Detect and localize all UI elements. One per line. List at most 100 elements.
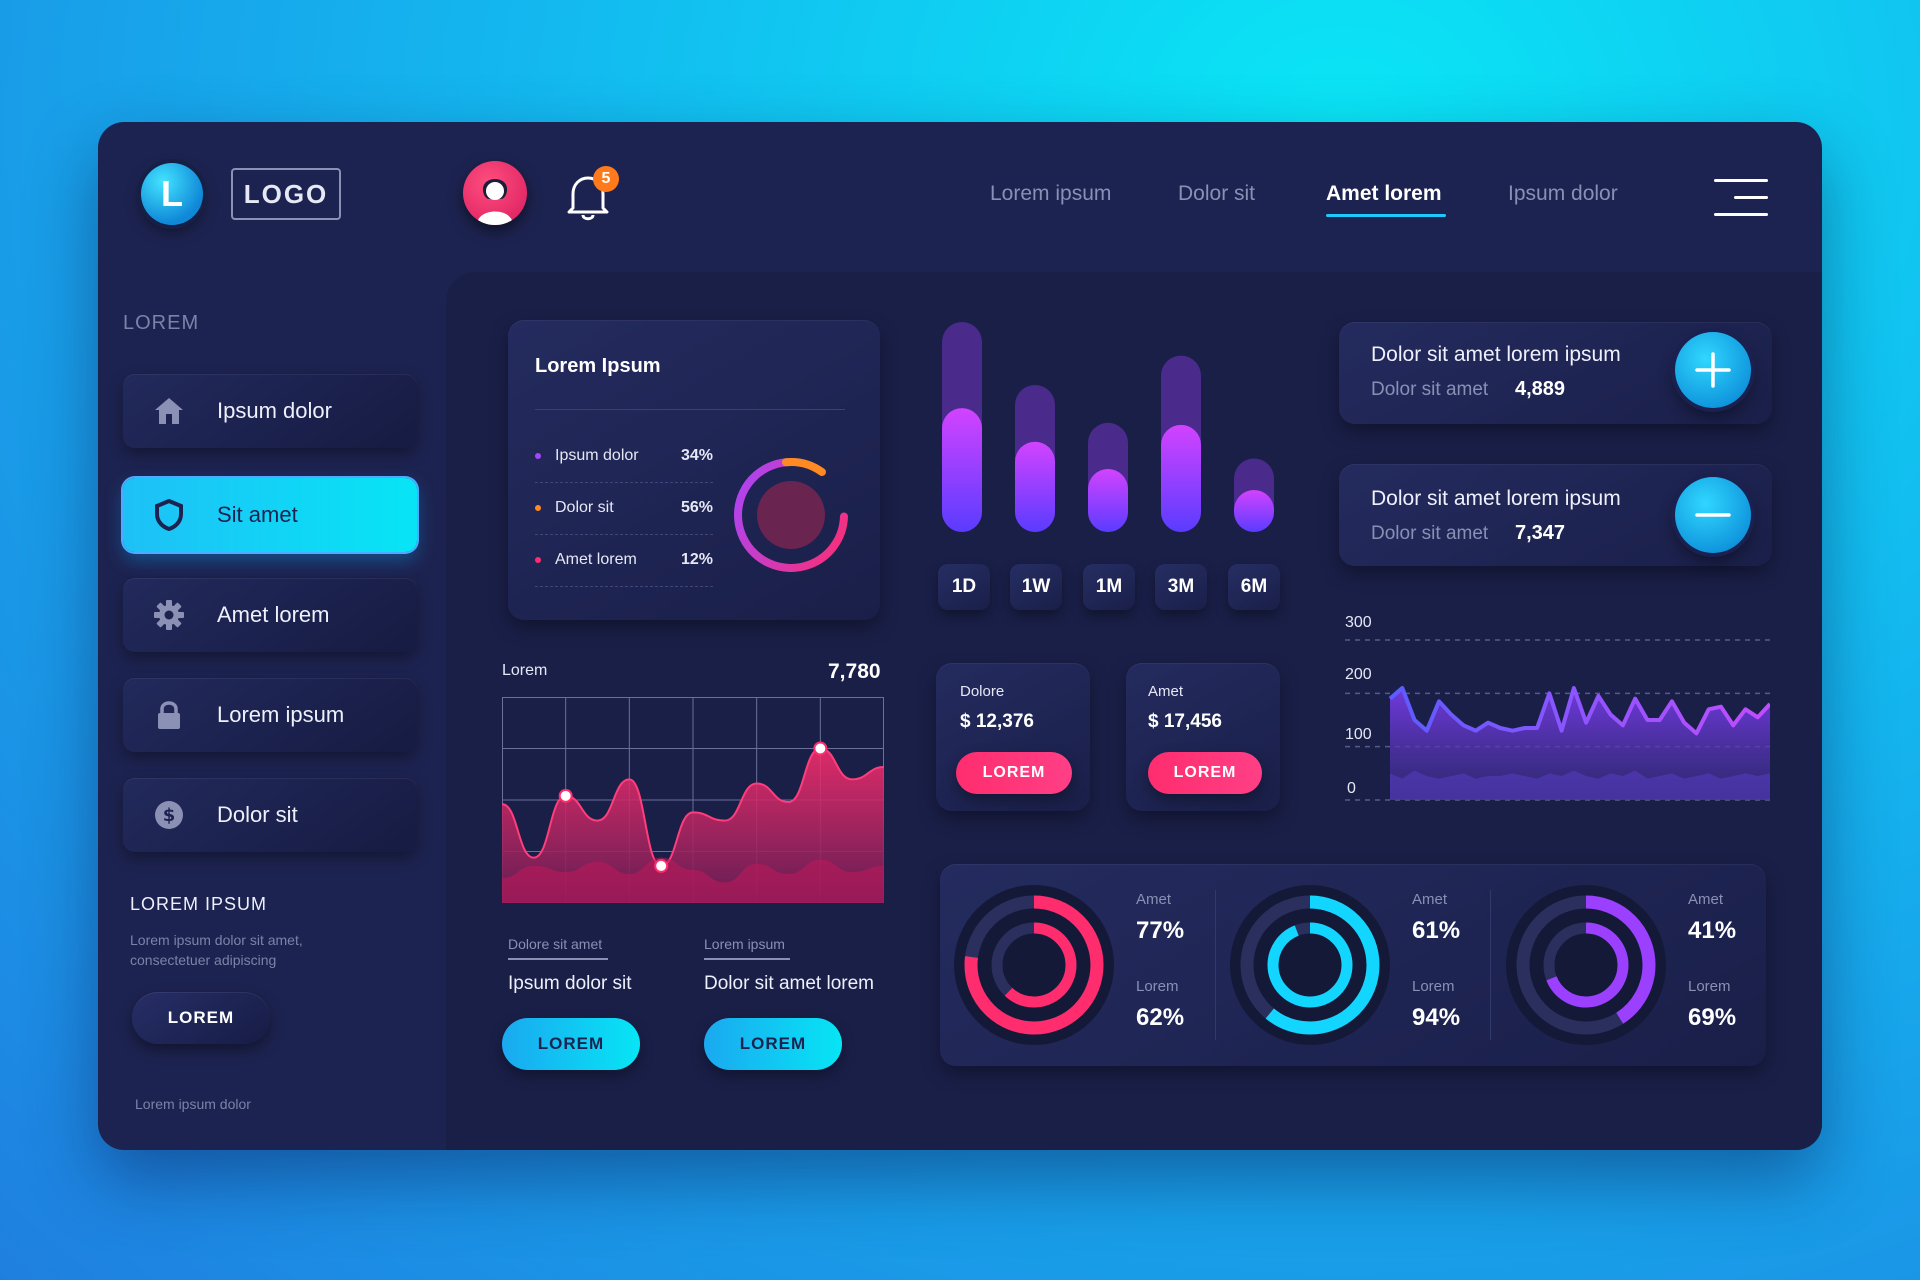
range-6m-button[interactable]: 6M <box>1228 564 1280 610</box>
legend-value: 34% <box>680 447 713 464</box>
sidebar-cta-title: LOREM IPSUM <box>130 894 268 914</box>
donut-label: Amet <box>1688 891 1724 908</box>
logo[interactable]: LOGO <box>231 168 341 220</box>
minus-icon <box>1695 513 1731 517</box>
area-point[interactable] <box>813 741 828 756</box>
bar <box>1234 490 1274 532</box>
area-chart <box>502 697 884 903</box>
donut-label: Lorem <box>1136 978 1179 995</box>
sidebar-item-dolor-sit[interactable]: $ Dolor sit <box>123 778 417 852</box>
donut-arc-outer <box>1516 895 1656 1035</box>
money-card-label: Amet <box>1148 683 1184 700</box>
line-area-secondary <box>1390 770 1770 800</box>
stat-card-title: Dolor sit amet lorem ipsum <box>1371 487 1621 510</box>
legend-divider <box>535 482 713 483</box>
donut-arc-outer <box>964 895 1104 1035</box>
distribution-ring-chart <box>734 458 848 572</box>
logo-badge[interactable]: L <box>141 163 203 225</box>
nav-link-3[interactable]: Amet lorem <box>1326 182 1442 205</box>
area-series-secondary <box>502 857 884 903</box>
nav-link-2[interactable]: Dolor sit <box>1178 182 1256 205</box>
lock-icon <box>151 699 187 731</box>
sidebar-item-ipsum-dolor[interactable]: Ipsum dolor <box>123 374 417 448</box>
sidebar-cta-description: Lorem ipsum dolor sit amet, consectetuer… <box>130 932 303 968</box>
bar <box>1161 424 1201 532</box>
area-left-text: Ipsum dolor sit <box>508 973 632 994</box>
donut-label: Lorem <box>1412 978 1455 995</box>
donut-arc-outer <box>1240 895 1380 1035</box>
plus-icon <box>1695 352 1731 388</box>
sidebar-item-label: Amet lorem <box>217 602 330 627</box>
donut-value: 62% <box>1136 1004 1185 1031</box>
stat-card-value: 4,889 <box>1515 378 1566 400</box>
bar-chart <box>942 322 1274 532</box>
area-point[interactable] <box>558 788 573 803</box>
y-tick-label: 200 <box>1345 666 1372 683</box>
money-card-value: $ 12,376 <box>960 711 1034 732</box>
sidebar-item-label: Sit amet <box>217 502 298 527</box>
bell-icon[interactable] <box>565 170 611 222</box>
money-card-label: Dolore <box>960 683 1005 700</box>
sidebar-item-lorem-ipsum[interactable]: Lorem ipsum <box>123 678 417 752</box>
area-chart-value: 7,780 <box>828 660 881 683</box>
area-right-caption: Lorem ipsum <box>704 936 790 960</box>
legend-divider <box>535 586 713 587</box>
shield-icon <box>151 499 187 531</box>
legend-label: Amet lorem <box>555 551 637 568</box>
range-3m-button[interactable]: 3M <box>1155 564 1207 610</box>
remove-button[interactable] <box>1675 477 1751 553</box>
legend-item: Ipsum dolor 34% <box>535 447 713 465</box>
gear-icon <box>151 599 187 631</box>
money-card-button[interactable]: LOREM <box>1148 752 1262 794</box>
sidebar-item-label: Dolor sit <box>217 802 298 827</box>
range-1w-button[interactable]: 1W <box>1010 564 1062 610</box>
donut-arc-inner <box>1267 922 1353 1008</box>
notification-badge: 5 <box>593 166 619 192</box>
svg-text:$: $ <box>163 805 176 826</box>
legend-item: Dolor sit 56% <box>535 499 713 517</box>
legend-value: 12% <box>680 551 713 568</box>
sidebar-item-amet-lorem[interactable]: Amet lorem <box>123 578 417 652</box>
nav-link-4[interactable]: Ipsum dolor <box>1508 182 1618 205</box>
stat-card-subtitle: Dolor sit amet <box>1371 379 1489 400</box>
donut-value: 41% <box>1688 917 1737 944</box>
line-area-main <box>1390 688 1770 800</box>
menu-icon[interactable] <box>1714 179 1768 230</box>
sidebar-section-title: LOREM <box>123 312 200 334</box>
donut-divider <box>1215 890 1216 1040</box>
donut-divider <box>1490 890 1491 1040</box>
line-series-main <box>1388 686 1770 736</box>
sidebar-cta-button[interactable]: LOREM <box>132 992 270 1044</box>
area-right-button[interactable]: LOREM <box>704 1018 842 1070</box>
legend-dot <box>535 505 541 511</box>
sidebar-item-label: Ipsum dolor <box>217 398 332 423</box>
nav-link-1[interactable]: Lorem ipsum <box>990 182 1112 205</box>
home-icon <box>151 395 187 427</box>
add-button[interactable] <box>1675 332 1751 408</box>
donut-label: Amet <box>1412 891 1448 908</box>
bar <box>942 408 982 532</box>
sidebar-item-sit-amet[interactable]: Sit amet <box>123 478 417 552</box>
donut-label: Amet <box>1136 891 1172 908</box>
donut-value: 77% <box>1136 917 1185 944</box>
legend-label: Dolor sit <box>555 499 614 516</box>
avatar[interactable] <box>463 161 527 225</box>
bar <box>1015 441 1055 532</box>
donut-well <box>1506 885 1666 1045</box>
range-1m-button[interactable]: 1M <box>1083 564 1135 610</box>
legend-label: Ipsum dolor <box>555 447 639 464</box>
logo-letter: L <box>161 173 183 214</box>
distribution-divider <box>535 409 845 410</box>
donut-value: 69% <box>1688 1004 1737 1031</box>
donut-well <box>954 885 1114 1045</box>
distribution-card-title: Lorem Ipsum <box>535 355 661 377</box>
ring-center <box>757 481 825 549</box>
donut-value: 94% <box>1412 1004 1461 1031</box>
money-card-button[interactable]: LOREM <box>956 752 1072 794</box>
range-1d-button[interactable]: 1D <box>938 564 990 610</box>
area-point[interactable] <box>654 858 669 873</box>
stat-card-title: Dolor sit amet lorem ipsum <box>1371 343 1621 366</box>
money-card-value: $ 17,456 <box>1148 711 1222 732</box>
area-left-button[interactable]: LOREM <box>502 1018 640 1070</box>
area-left-caption: Dolore sit amet <box>508 936 608 960</box>
